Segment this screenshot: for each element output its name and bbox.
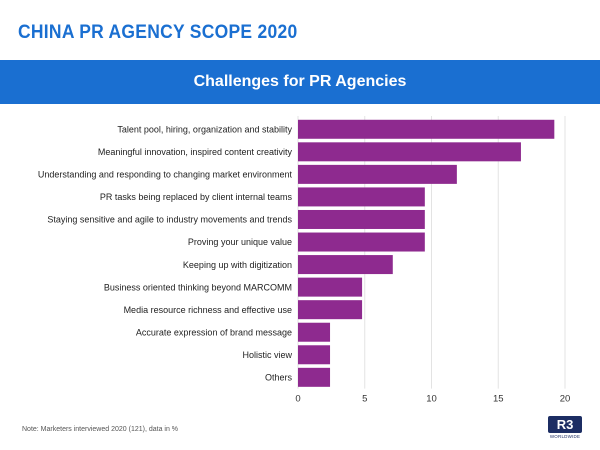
x-tick-label: 15 — [493, 394, 504, 405]
bar — [298, 345, 331, 365]
bar — [298, 164, 457, 184]
r3-logo: R3 WORLDWIDE — [548, 416, 582, 442]
category-label: Media resource richness and effective us… — [124, 305, 292, 315]
page-title: CHINA PR AGENCY SCOPE 2020 — [18, 22, 298, 43]
bar — [298, 142, 521, 162]
logo-mark: R3 — [548, 416, 582, 433]
chart-title-banner: Challenges for PR Agencies — [0, 60, 600, 104]
bar — [298, 300, 363, 320]
bar-chart: 0 5 10 15 20 Talent pool, hiring, organizatio… — [38, 116, 571, 405]
category-label: Business oriented thinking beyond MARCOM… — [104, 282, 292, 292]
category-label: Keeping up with digitization — [183, 260, 292, 270]
category-label: Holistic view — [242, 350, 292, 360]
category-label: PR tasks being replaced by client intern… — [100, 192, 293, 202]
category-label: Proving your unique value — [188, 237, 292, 247]
category-label: Understanding and responding to changing… — [38, 170, 293, 180]
bar — [298, 367, 331, 387]
x-tick-label: 10 — [426, 394, 437, 405]
category-label: Accurate expression of brand message — [136, 327, 292, 337]
category-label: Staying sensitive and agile to industry … — [47, 215, 292, 225]
logo-subtext: WORLDWIDE — [549, 434, 581, 439]
category-label: Meaningful innovation, inspired content … — [98, 147, 293, 157]
x-tick-label: 20 — [560, 394, 571, 405]
category-label: Talent pool, hiring, organization and st… — [117, 124, 292, 134]
footnote: Note: Marketers interviewed 2020 (121), … — [22, 426, 179, 433]
x-tick-label: 0 — [295, 394, 300, 405]
bar — [298, 277, 363, 297]
x-tick-label: 5 — [362, 394, 367, 405]
bar — [298, 232, 425, 252]
bar — [298, 119, 555, 139]
bar — [298, 255, 393, 275]
category-label: Others — [265, 373, 293, 383]
chart-title: Challenges for PR Agencies — [193, 73, 407, 90]
bar — [298, 322, 331, 342]
bar — [298, 187, 425, 207]
bar — [298, 209, 425, 229]
